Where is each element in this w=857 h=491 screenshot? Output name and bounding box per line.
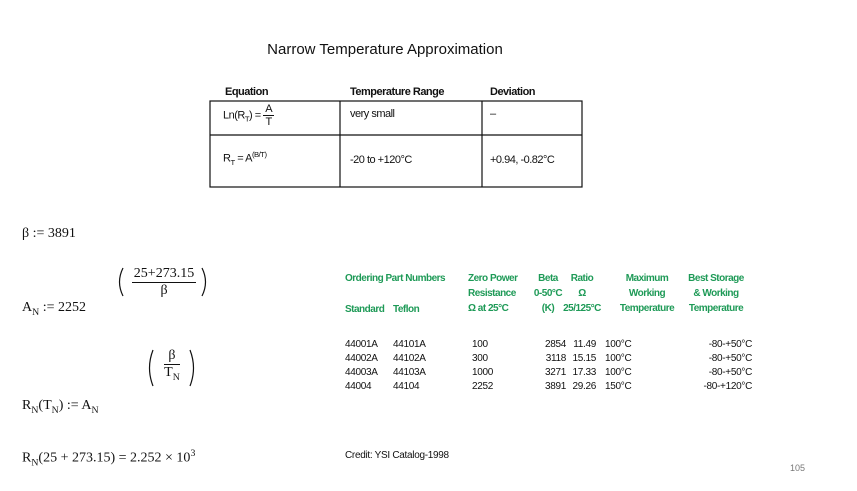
cell: -80-+50°C xyxy=(708,339,753,350)
column-header: Temperature xyxy=(688,303,744,314)
m: N xyxy=(51,404,59,416)
cell: -80-+120°C xyxy=(703,381,752,392)
m: ) := A xyxy=(58,398,92,413)
eq-text: R xyxy=(223,152,231,165)
column-header: Maximum xyxy=(625,273,669,284)
eq-sub: T xyxy=(244,114,250,124)
cell: very small xyxy=(350,108,395,120)
cell: 29.26 xyxy=(572,381,596,392)
cell: 100°C xyxy=(605,339,632,350)
header-cell: Temperature Range xyxy=(350,86,445,98)
cell: 44104 xyxy=(393,381,420,392)
eq-sup: (B/T) xyxy=(251,150,267,159)
m: N xyxy=(91,404,99,416)
cell: 100°C xyxy=(605,353,632,364)
cell: 17.33 xyxy=(572,367,596,378)
cell: 3118 xyxy=(545,353,567,364)
m: N xyxy=(31,404,39,416)
math-result: RN(25 + 273.15) = 2.252 × 103 xyxy=(22,448,195,468)
credit: Credit: YSI Catalog-1998 xyxy=(345,450,449,461)
m: N xyxy=(32,306,40,318)
eq-text: Ln(R xyxy=(223,109,245,122)
denominator: TN xyxy=(164,365,180,383)
column-header: Best Storage xyxy=(688,273,744,284)
math-an: AN := 2252 xyxy=(22,300,86,318)
numerator: 25+273.15 xyxy=(131,266,197,283)
denominator: T xyxy=(265,116,273,128)
cell: 100 xyxy=(472,339,488,350)
fraction: β TN xyxy=(164,348,180,383)
cell: 3891 xyxy=(544,381,566,392)
header-cell: Deviation xyxy=(490,86,536,98)
numerator: β xyxy=(164,348,180,365)
cell: +0.94, -0.82°C xyxy=(490,154,555,166)
denominator: β xyxy=(160,283,168,298)
cell: 44101A xyxy=(393,339,426,350)
header-cell: Equation xyxy=(225,86,269,98)
exponent: β TN xyxy=(156,348,188,383)
column-header: Working xyxy=(628,288,666,299)
eq-text: ) = xyxy=(249,109,264,122)
cell: 150°C xyxy=(605,381,632,392)
column-header: 0-50°C xyxy=(533,288,563,299)
cell: 44001A xyxy=(345,339,378,350)
m: (25 + 273.15) = 2.252 × 10 xyxy=(38,450,191,466)
group-header: Ordering Part Numbers xyxy=(345,273,446,284)
math-beta: β := 3891 xyxy=(22,226,76,241)
cell: – xyxy=(490,108,496,120)
page-number: 105 xyxy=(790,463,806,473)
cell: 100°C xyxy=(605,367,632,378)
title: Narrow Temperature Approximation xyxy=(267,41,503,58)
numerator: A xyxy=(263,103,275,116)
m: := 2252 xyxy=(39,300,86,315)
column-header: & Working xyxy=(693,288,739,299)
cell: 1000 xyxy=(472,367,494,378)
cell: 3271 xyxy=(544,367,566,378)
cell: 2854 xyxy=(544,339,566,350)
column-header: Beta xyxy=(538,273,558,284)
m: N xyxy=(172,371,180,383)
cell: 15.15 xyxy=(572,353,596,364)
cell: 11.49 xyxy=(573,339,596,350)
column-header: (K) xyxy=(541,303,555,314)
math-rn: RN(TN) := AN xyxy=(22,398,99,416)
sub-header: Teflon xyxy=(393,304,420,315)
cell: 44102A xyxy=(393,353,426,364)
column-header: 25/125°C xyxy=(563,303,601,314)
cell: 44004 xyxy=(345,381,372,392)
m: N xyxy=(31,457,39,469)
cell: 44103A xyxy=(393,367,426,378)
m: (T xyxy=(38,398,52,413)
m: T xyxy=(164,365,173,380)
column-header: Ratio xyxy=(570,273,594,284)
equation: RT = A(B/T) xyxy=(223,150,267,167)
fraction: 25+273.15 β xyxy=(131,266,197,299)
cell: -20 to +120°C xyxy=(350,154,412,166)
sub-header: Standard xyxy=(345,304,385,315)
m: R xyxy=(22,450,32,466)
column-header: Ω xyxy=(578,288,586,299)
column-header: Resistance xyxy=(468,288,516,299)
exponent: 25+273.15 β xyxy=(128,266,200,299)
m: A xyxy=(22,300,33,315)
cell: -80-+50°C xyxy=(708,367,753,378)
cell: -80-+50°C xyxy=(708,353,753,364)
column-header: Temperature xyxy=(619,303,675,314)
eq-sub: T xyxy=(230,157,235,167)
eq-text: = A xyxy=(234,152,252,165)
cell: 2252 xyxy=(472,381,494,392)
cell: 44003A xyxy=(345,367,378,378)
column-header: Zero Power xyxy=(468,273,518,284)
cell: 300 xyxy=(472,353,488,364)
m: 3 xyxy=(190,448,196,459)
cell: 44002A xyxy=(345,353,378,364)
m: R xyxy=(22,398,32,413)
column-header: Ω at 25°C xyxy=(468,303,509,314)
